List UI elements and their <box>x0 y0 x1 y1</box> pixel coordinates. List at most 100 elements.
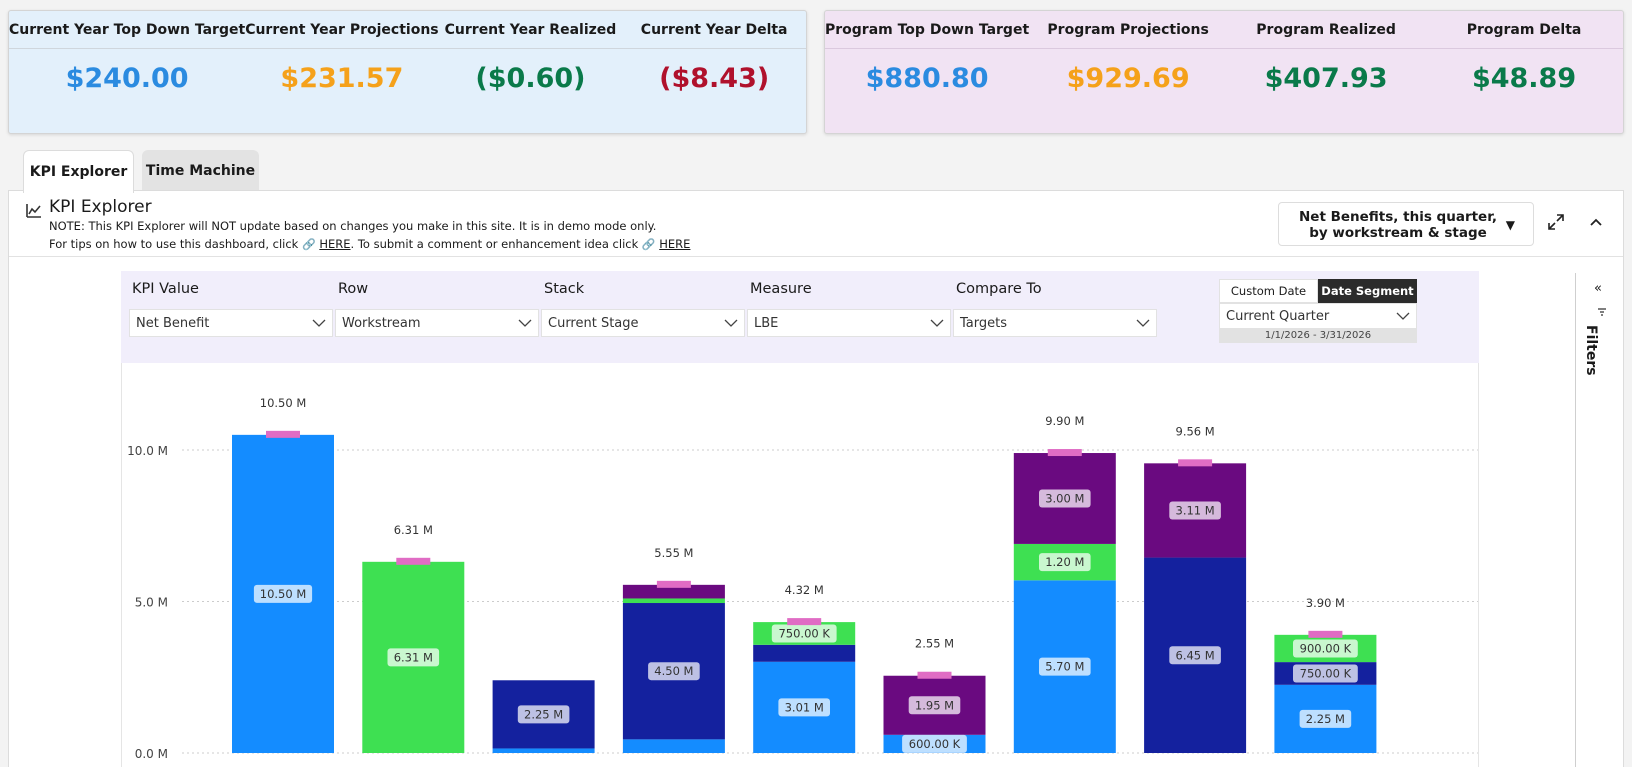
kpi-value-filter: KPI Value Net Benefit <box>129 281 333 337</box>
filters-sidebar: « Filters <box>1575 273 1625 767</box>
saved-view-label: Net Benefits, this quarter, by workstrea… <box>1298 209 1498 241</box>
tips-prefix: For tips on how to use this dashboard, c… <box>49 237 299 251</box>
bar-total-label: 3.90 M <box>1306 596 1345 610</box>
tab-time-machine[interactable]: Time Machine <box>142 150 259 191</box>
saved-view-dropdown[interactable]: Net Benefits, this quarter, by workstrea… <box>1278 202 1534 246</box>
chart-area: 0.0 M 5.0 M 10.0 M 10.50 M 10.50 M 6.31 M 6.31… <box>121 363 1479 767</box>
target-marker <box>1178 459 1213 467</box>
bar-segment <box>622 739 725 753</box>
tips-mid: . To submit a comment or enhancement ide… <box>350 237 639 251</box>
stack-filter: Stack Current Stage <box>541 281 745 337</box>
data-label-bg <box>1039 657 1091 676</box>
tips-link[interactable]: HERE <box>319 237 351 251</box>
data-label: 3.01 M <box>785 700 824 714</box>
chevron-down-icon <box>724 319 738 327</box>
data-label-bg <box>1169 646 1221 665</box>
enhancement-link[interactable]: HERE <box>659 237 691 251</box>
cy-realized-metric: Current Year Realized ($0.60) <box>438 11 623 133</box>
filters-label[interactable]: Filters <box>1583 325 1599 376</box>
data-label-bg <box>648 662 700 681</box>
data-label-bg <box>1039 489 1091 508</box>
bar-segment <box>753 644 856 662</box>
metric-label: Program Top Down Target <box>825 11 1030 49</box>
custom-date-button[interactable]: Custom Date <box>1219 279 1318 303</box>
link-icon: 🔗 <box>641 238 656 251</box>
demo-note: NOTE: This KPI Explorer will NOT update … <box>49 219 657 233</box>
date-mode-toggle: Custom Date Date Segment <box>1219 279 1417 303</box>
data-label: 3.00 M <box>1045 491 1084 505</box>
data-label: 900.00 K <box>1300 641 1352 655</box>
stack-select[interactable]: Current Stage <box>541 309 745 337</box>
data-label: 600.00 K <box>909 737 961 751</box>
metric-label: Program Projections <box>1029 11 1228 49</box>
metric-label: Current Year Delta <box>622 11 806 49</box>
y-tick-label: 5.0 M <box>135 596 168 610</box>
cy-target-metric: Current Year Top Down Target $240.00 <box>9 11 246 133</box>
row-filter: Row Workstream <box>335 281 539 337</box>
program-projections-metric: Program Projections $929.69 <box>1029 11 1228 133</box>
data-label: 5.70 M <box>1045 660 1084 674</box>
bar-total-label: 10.50 M <box>260 396 307 410</box>
bar-total-label: 4.32 M <box>785 583 824 597</box>
target-marker <box>1308 630 1343 638</box>
data-label-bg <box>253 584 313 603</box>
data-label: 6.31 M <box>394 650 433 664</box>
bar-total-label: 9.90 M <box>1045 414 1084 428</box>
line-chart-icon <box>26 204 41 218</box>
data-label-bg <box>1293 664 1358 683</box>
data-label-bg <box>771 624 837 643</box>
metric-value: $407.93 <box>1264 63 1388 94</box>
target-marker <box>396 557 431 565</box>
data-label: 1.20 M <box>1045 555 1084 569</box>
filter-icon <box>1598 308 1606 316</box>
bar-segment <box>492 748 595 753</box>
chevron-up-icon[interactable] <box>1587 213 1605 231</box>
data-label: 3.11 M <box>1176 503 1215 517</box>
data-label: 2.25 M <box>524 707 563 721</box>
target-marker <box>656 580 691 588</box>
link-icon: 🔗 <box>302 238 316 251</box>
tab-kpi-explorer[interactable]: KPI Explorer <box>23 150 134 193</box>
row-select[interactable]: Workstream <box>335 309 539 337</box>
measure-select[interactable]: LBE <box>747 309 951 337</box>
filter-label: Stack <box>544 281 585 297</box>
bar-segment <box>622 584 725 599</box>
card-header: KPI Explorer NOTE: This KPI Explorer wil… <box>9 191 1623 257</box>
kpi-value-select[interactable]: Net Benefit <box>129 309 333 337</box>
metric-value: $231.57 <box>280 63 404 94</box>
kpi-explorer-card: KPI Explorer NOTE: This KPI Explorer wil… <box>8 190 1624 767</box>
metric-label: Current Year Projections <box>245 11 439 49</box>
date-filter: Custom Date Date Segment Current Quarter… <box>1219 279 1417 343</box>
target-marker <box>787 618 822 626</box>
metric-label: Program Realized <box>1227 11 1426 49</box>
target-marker <box>266 430 300 438</box>
select-value: Net Benefit <box>136 315 210 331</box>
current-year-summary-panel: Current Year Top Down Target $240.00 Cur… <box>8 10 807 134</box>
data-label-bg <box>517 705 570 724</box>
stacked-bar-chart: 0.0 M 5.0 M 10.0 M 10.50 M 10.50 M 6.31 M 6.31… <box>127 396 1478 761</box>
chart-controls: KPI Value Net Benefit Row Workstream Sta… <box>121 271 1479 363</box>
bar-total-label: 9.56 M <box>1176 424 1215 438</box>
data-label-bg <box>908 696 961 715</box>
measure-filter: Measure LBE <box>747 281 951 337</box>
target-marker <box>917 671 952 679</box>
date-segment-select[interactable]: Current Quarter <box>1219 303 1417 329</box>
chevron-down-icon <box>518 319 532 327</box>
program-target-metric: Program Top Down Target $880.80 <box>825 11 1030 133</box>
data-label-bg <box>902 734 967 753</box>
metric-label: Current Year Top Down Target <box>9 11 246 49</box>
data-label: 750.00 K <box>1300 666 1352 680</box>
compare-to-select[interactable]: Targets <box>953 309 1157 337</box>
program-realized-metric: Program Realized $407.93 <box>1227 11 1426 133</box>
select-value: LBE <box>754 315 779 331</box>
filter-label: Measure <box>750 281 812 297</box>
expand-icon[interactable] <box>1547 213 1565 231</box>
select-value: Targets <box>960 315 1007 331</box>
data-label-bg <box>1293 639 1358 658</box>
program-summary-panel: Program Top Down Target $880.80 Program … <box>824 10 1624 134</box>
caret-down-icon: ▼ <box>1505 218 1515 232</box>
collapse-left-icon[interactable]: « <box>1594 281 1602 296</box>
date-segment-button[interactable]: Date Segment <box>1318 279 1417 303</box>
y-tick-label: 0.0 M <box>135 747 168 761</box>
bar-total-label: 5.55 M <box>654 546 693 560</box>
